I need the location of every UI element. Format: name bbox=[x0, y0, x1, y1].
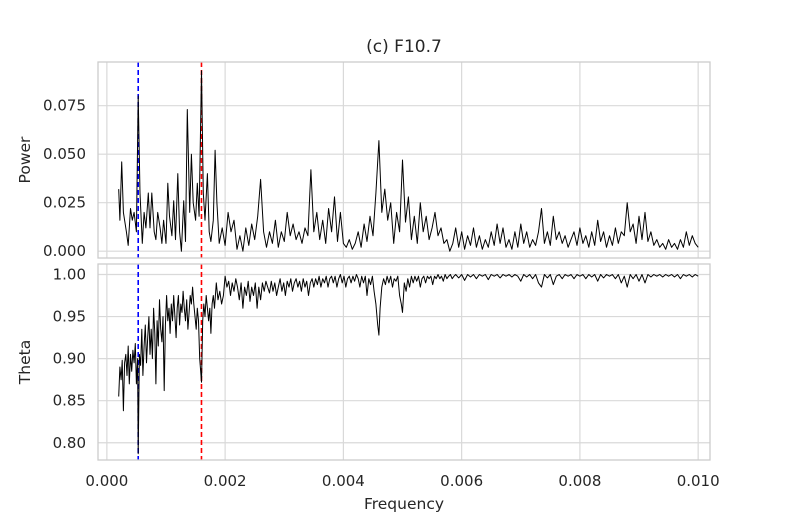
theta-series-line bbox=[118, 274, 699, 455]
theta-axes-frame bbox=[97, 263, 711, 461]
theta-y-tick-label: 0.85 bbox=[53, 392, 86, 410]
power-series-line bbox=[118, 70, 699, 252]
x-tick-label: 0.004 bbox=[322, 472, 365, 490]
theta-y-tick-label: 0.90 bbox=[53, 350, 86, 368]
power-axes-frame bbox=[97, 61, 711, 259]
theta-y-tick-label: 1.00 bbox=[53, 266, 86, 284]
power-y-axis-label: Power bbox=[16, 136, 34, 183]
power-panel: 0.000 0.025 0.050 0.075 Power bbox=[16, 61, 711, 261]
x-tick-label: 0.002 bbox=[204, 472, 247, 490]
theta-y-tick-label: 0.80 bbox=[53, 434, 86, 452]
x-tick-label: 0.000 bbox=[85, 472, 128, 490]
power-y-tick-label: 0.075 bbox=[43, 97, 86, 115]
theta-panel: 0.80 0.85 0.90 0.95 1.00 Theta bbox=[16, 263, 711, 461]
theta-y-axis-label: Theta bbox=[16, 340, 34, 385]
theta-y-tick-labels: 0.80 0.85 0.90 0.95 1.00 bbox=[53, 266, 86, 452]
power-y-tick-label: 0.050 bbox=[43, 145, 86, 163]
power-y-tick-label: 0.025 bbox=[43, 194, 86, 212]
x-tick-labels: 0.000 0.002 0.004 0.006 0.008 0.010 bbox=[85, 472, 719, 490]
theta-y-tick-label: 0.95 bbox=[53, 308, 86, 326]
x-tick-label: 0.006 bbox=[440, 472, 483, 490]
chart-title: (c) F10.7 bbox=[366, 37, 442, 57]
theta-series bbox=[118, 274, 699, 455]
power-y-tick-label: 0.000 bbox=[43, 242, 86, 260]
x-axis-label: Frequency bbox=[364, 495, 444, 513]
power-grid bbox=[98, 62, 710, 258]
power-series bbox=[118, 70, 699, 252]
x-tick-label: 0.010 bbox=[677, 472, 720, 490]
x-tick-label: 0.008 bbox=[558, 472, 601, 490]
power-y-tick-labels: 0.000 0.025 0.050 0.075 bbox=[43, 97, 86, 261]
